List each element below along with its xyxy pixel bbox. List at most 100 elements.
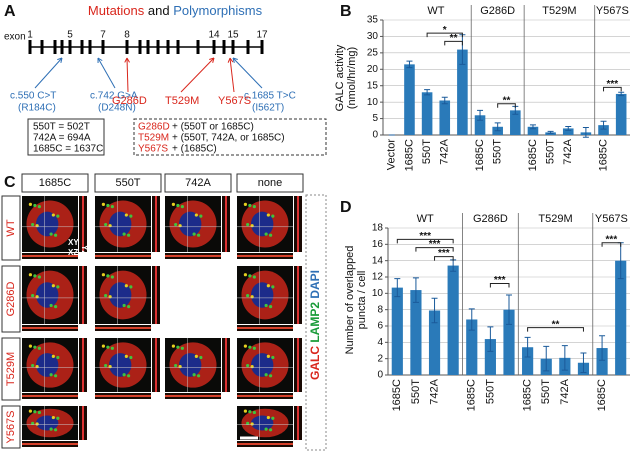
lamp2-punctum bbox=[106, 203, 110, 208]
arrow bbox=[229, 57, 235, 93]
exon bbox=[60, 40, 64, 54]
exon bbox=[88, 40, 92, 54]
error-bar bbox=[618, 91, 625, 97]
row-label: Y567S bbox=[5, 410, 17, 443]
lamp2-punctum bbox=[243, 202, 247, 206]
lamp2-punctum bbox=[124, 284, 128, 288]
nucleus bbox=[179, 353, 202, 377]
lamp2-punctum bbox=[248, 274, 252, 278]
lamp2-punctum bbox=[194, 213, 198, 217]
x-tick-label: 550T bbox=[421, 139, 433, 164]
x-tick-label: 550T bbox=[540, 379, 552, 404]
lamp2-punctum bbox=[104, 222, 108, 227]
lamp2-punctum bbox=[252, 346, 256, 350]
lamp2-punctum bbox=[35, 365, 39, 369]
lamp2-punctum bbox=[101, 344, 105, 348]
lamp2-punctum bbox=[104, 293, 108, 298]
nucleus bbox=[179, 211, 202, 237]
equivalence-box bbox=[27, 118, 105, 156]
lamp2-punctum bbox=[54, 428, 58, 432]
significance: ** bbox=[503, 95, 511, 106]
lamp2-punctum bbox=[56, 285, 60, 289]
lamp2-punctum bbox=[35, 295, 39, 299]
bar bbox=[466, 319, 478, 375]
significance-bracket bbox=[497, 103, 516, 108]
y-tick-label: 18 bbox=[372, 223, 384, 234]
error-bar bbox=[424, 89, 431, 96]
exon bbox=[196, 40, 200, 54]
significance-bracket bbox=[527, 327, 584, 332]
error-bar bbox=[441, 96, 448, 105]
exon bbox=[80, 40, 84, 54]
lamp2-punctum bbox=[33, 203, 37, 208]
exon bbox=[40, 40, 44, 54]
lamp2-punctum bbox=[56, 214, 60, 218]
lamp2-punctum bbox=[122, 373, 126, 377]
lamp2-punctum bbox=[192, 373, 196, 377]
exon bbox=[222, 40, 226, 54]
nucleus bbox=[109, 282, 132, 308]
lamp2-punctum bbox=[248, 345, 252, 349]
lamp2-punctum bbox=[49, 427, 53, 431]
row-label-box bbox=[1, 405, 21, 449]
lamp2-punctum bbox=[108, 224, 112, 228]
lamp2-punctum bbox=[51, 284, 55, 288]
bar bbox=[598, 125, 609, 135]
nucleus bbox=[251, 353, 274, 377]
mutation: G286D bbox=[138, 122, 170, 133]
y-axis-label: Number of overlapped bbox=[344, 246, 356, 355]
bar bbox=[391, 287, 403, 375]
lamp2-punctum bbox=[51, 354, 55, 358]
lamp2-punctum bbox=[129, 214, 133, 218]
exon bbox=[156, 40, 160, 54]
equivalence: 550T = 502T bbox=[33, 122, 90, 133]
plane-label: XY bbox=[68, 238, 79, 247]
lamp2-punctum bbox=[28, 202, 32, 206]
arrow bbox=[180, 57, 215, 93]
lamp2-punctum bbox=[56, 416, 60, 420]
arrow bbox=[97, 57, 116, 89]
exon bbox=[166, 40, 170, 54]
stain: LAMP2 bbox=[308, 302, 322, 343]
arrow-head bbox=[232, 57, 238, 63]
exon-number: 7 bbox=[100, 30, 106, 41]
y-tick-label: 12 bbox=[372, 272, 384, 283]
y-tick-label: 4 bbox=[377, 337, 383, 348]
x-tick-label: 742A bbox=[428, 378, 440, 404]
significance-bracket bbox=[415, 247, 454, 252]
lamp2-punctum bbox=[108, 295, 112, 299]
lamp2-punctum bbox=[31, 222, 35, 227]
error-bar bbox=[561, 345, 568, 371]
bar bbox=[457, 49, 468, 136]
lamp2-punctum bbox=[271, 416, 275, 420]
polymorphism: c.742 G>A bbox=[90, 91, 138, 102]
error-bar bbox=[547, 130, 554, 134]
lamp2-punctum bbox=[37, 205, 41, 209]
row-label-box bbox=[1, 337, 21, 401]
y-tick-label: 10 bbox=[367, 97, 379, 108]
lamp2-punctum bbox=[127, 374, 131, 378]
y-tick-label: 35 bbox=[367, 15, 379, 26]
lamp2-punctum bbox=[250, 224, 254, 228]
protein-change: (I562T) bbox=[252, 103, 284, 114]
alleles: + (1685C) bbox=[172, 144, 217, 155]
lamp2-punctum bbox=[51, 415, 55, 420]
significance-bracket bbox=[603, 86, 622, 92]
lamp2-punctum bbox=[269, 374, 273, 378]
row-label: T529M bbox=[5, 352, 17, 386]
lamp2-punctum bbox=[199, 214, 203, 218]
panel-label: C bbox=[4, 174, 16, 191]
lamp2-punctum bbox=[176, 345, 180, 349]
lamp2-punctum bbox=[264, 232, 268, 236]
lamp2-punctum bbox=[252, 410, 256, 415]
x-tick-label: 742A bbox=[562, 138, 574, 164]
arrow bbox=[126, 57, 129, 93]
lamp2-punctum bbox=[110, 346, 114, 350]
lamp2-punctum bbox=[266, 213, 270, 217]
y-tick-label: 16 bbox=[372, 239, 384, 250]
lamp2-punctum bbox=[122, 232, 126, 236]
nucleus bbox=[109, 211, 132, 237]
error-bar bbox=[529, 124, 536, 130]
lamp2-punctum bbox=[129, 285, 133, 289]
x-tick-label: 550T bbox=[410, 379, 422, 404]
